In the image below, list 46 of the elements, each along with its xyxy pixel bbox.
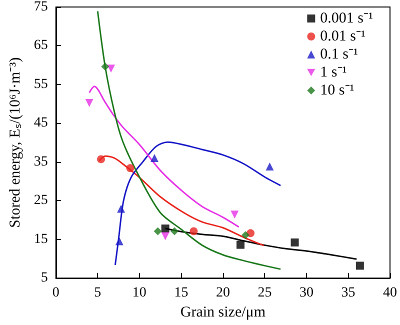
point xyxy=(126,164,134,172)
y-tick-label: 5 xyxy=(40,270,48,286)
y-tick-label: 45 xyxy=(34,116,48,131)
x-tick-label: 35 xyxy=(341,286,356,301)
y-axis-title: Stored energy, Eₛ/(10⁶J·m⁻³) xyxy=(8,57,24,228)
x-tick-label: 0 xyxy=(52,286,60,301)
y-tick-label: 15 xyxy=(34,232,48,247)
y-tick-label: 75 xyxy=(34,0,48,14)
point xyxy=(236,240,244,249)
x-tick-label: 25 xyxy=(258,286,272,301)
y-tick-label: 25 xyxy=(34,193,48,208)
line-series xyxy=(88,86,240,228)
point xyxy=(101,62,110,71)
y-tick-label: 55 xyxy=(34,76,48,92)
x-tick-label: 10 xyxy=(132,286,146,301)
point xyxy=(117,204,126,213)
x-tick-label: 20 xyxy=(216,286,230,301)
point xyxy=(161,232,170,240)
point xyxy=(85,99,94,108)
line-series xyxy=(114,141,282,266)
y-tick-label: 35 xyxy=(34,154,48,170)
legend-label: 10 s⁻¹ xyxy=(320,82,354,98)
point xyxy=(154,227,162,236)
point xyxy=(266,162,274,171)
point xyxy=(242,231,250,240)
point xyxy=(115,237,124,246)
legend-label: 0.1 s⁻¹ xyxy=(320,46,358,62)
point xyxy=(161,224,170,233)
x-tick-label: 15 xyxy=(174,286,188,301)
point xyxy=(356,262,364,270)
legend-label: 1 s⁻¹ xyxy=(320,64,347,80)
point xyxy=(150,154,158,162)
x-tick-label: 30 xyxy=(299,286,314,301)
y-tick-label: 65 xyxy=(34,38,48,54)
point xyxy=(107,64,116,73)
x-tick-label: 5 xyxy=(94,286,102,301)
point xyxy=(230,210,239,219)
x-axis-title: Grain size/μm xyxy=(180,304,266,320)
legend-label: 0.01 s⁻¹ xyxy=(320,28,366,44)
point xyxy=(190,227,198,236)
x-tick-label: 40 xyxy=(383,286,397,301)
point xyxy=(290,238,299,246)
point xyxy=(97,155,106,164)
legend-label: 0.001 s⁻¹ xyxy=(320,10,374,26)
point xyxy=(170,227,179,236)
line-series xyxy=(96,10,282,270)
